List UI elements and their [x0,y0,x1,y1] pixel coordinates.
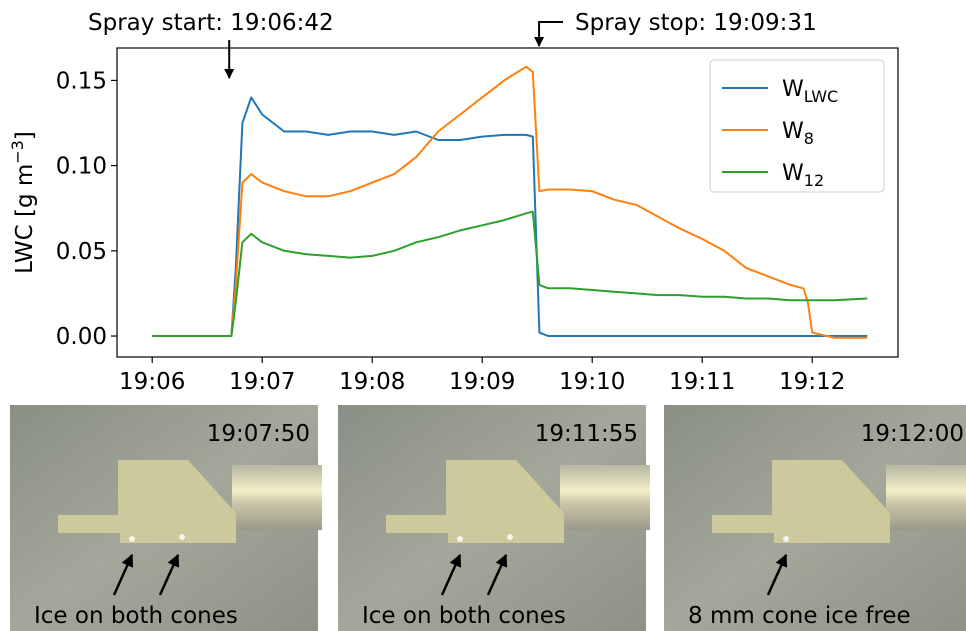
photo-time: 19:11:55 [535,421,638,447]
cylinder [560,465,650,530]
photo-time: 19:07:50 [207,421,310,447]
y-label-end: ] [12,131,38,140]
annotation: Spray start: 19:06:42 [88,10,334,36]
y-tick-label: 0.15 [56,68,107,94]
y-label-sup: −3 [8,140,27,164]
y-tick-label: 0.05 [56,239,107,265]
photo-arrow [440,553,462,596]
legend-name: W [782,77,804,102]
y-axis-label: LWC [g m−3] [8,131,38,274]
x-tick-label: 19:09 [449,369,515,395]
cone-holder [712,460,890,543]
photo-panel: 19:07:50 Ice on both cones [10,405,322,631]
photo-time: 19:12:00 [861,421,964,447]
ice-spot [783,536,789,542]
photo-arrow [486,553,508,596]
photos: 19:07:50 Ice on both cones 19:11:55 Ice on … [10,405,966,631]
y-label-text: LWC [g m [12,164,38,274]
x-tick-label: 19:07 [229,369,295,395]
ice-spot [129,536,135,542]
cone-holder [386,460,564,543]
photo-panel: 19:12:00 8 mm cone ice free [664,405,966,631]
annotation: Spray stop: 19:09:31 [575,10,817,36]
legend-name: W [782,119,804,144]
legend-label: W12 [782,161,824,190]
x-tick-label: 19:10 [559,369,625,395]
legend-label: W8 [782,119,814,148]
y-tick-label: 0.00 [56,324,107,350]
annotation-arrow [534,21,563,47]
ice-spot [179,534,185,540]
photo-panel: 19:11:55 Ice on both cones [338,405,650,631]
legend-box [709,59,885,193]
photo-caption: Ice on both cones [362,603,566,629]
ice-spot [507,534,513,540]
plot-frame [116,47,899,358]
series-line [152,65,868,339]
cylinder [886,465,966,530]
y-tick-label: 0.10 [56,154,107,180]
ice-spot [457,536,463,542]
cylinder [232,465,322,530]
x-tick-label: 19:11 [669,369,735,395]
legend-subscript: 8 [804,129,814,148]
legend-subscript: LWC [804,87,838,106]
x-tick-label: 19:06 [119,369,185,395]
legend-subscript: 12 [804,171,824,190]
photo-arrow [766,553,788,596]
plot: 0.00 0.05 0.10 0.15 19:06 19:07 19:08 19:09 19:1… [8,10,899,395]
x-tick-label: 19:08 [339,369,405,395]
legend-label: WLWC [782,77,838,106]
series-line [152,210,868,337]
photo-arrow [158,553,180,596]
legend-name: W [782,161,804,186]
photo-caption: Ice on both cones [34,603,238,629]
series-line [152,96,868,337]
x-tick-label: 19:12 [779,369,845,395]
photo-arrow [112,553,134,596]
cone-holder [58,460,236,543]
photo-caption: 8 mm cone ice free [688,603,911,629]
